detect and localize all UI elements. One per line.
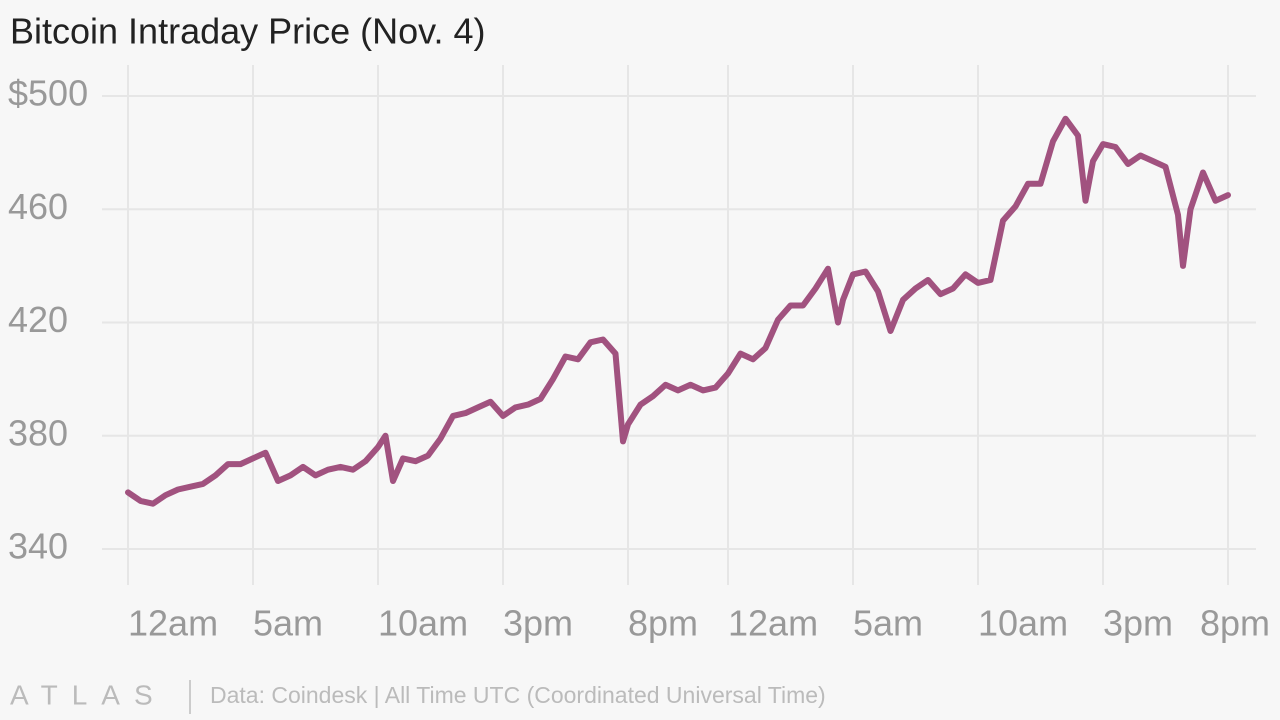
x-tick-label: 3pm [1103,603,1173,644]
x-tick-label: 3pm [503,603,573,644]
x-tick-label: 12am [128,603,218,644]
plot [125,115,1231,507]
y-tick-label: 380 [8,412,68,453]
x-tick-label: 8pm [628,603,698,644]
x-tick-label: 12am [728,603,818,644]
y-tick-label: 340 [8,526,68,567]
chart-title: Bitcoin Intraday Price (Nov. 4) [10,11,486,52]
x-tick-label: 5am [853,603,923,644]
y-tick-label: $500 [8,73,88,114]
x-tick-label: 5am [253,603,323,644]
y-tick-label: 460 [8,186,68,227]
x-tick-label: 10am [378,603,468,644]
x-tick-label: 8pm [1200,603,1270,644]
x-tick-label: 10am [978,603,1068,644]
y-tick-label: 420 [8,299,68,340]
grid [102,65,1256,585]
source: Data: Coindesk | All Time UTC (Coordinat… [210,682,826,708]
logo: ATLAS [10,679,167,710]
price-line [125,115,1231,507]
